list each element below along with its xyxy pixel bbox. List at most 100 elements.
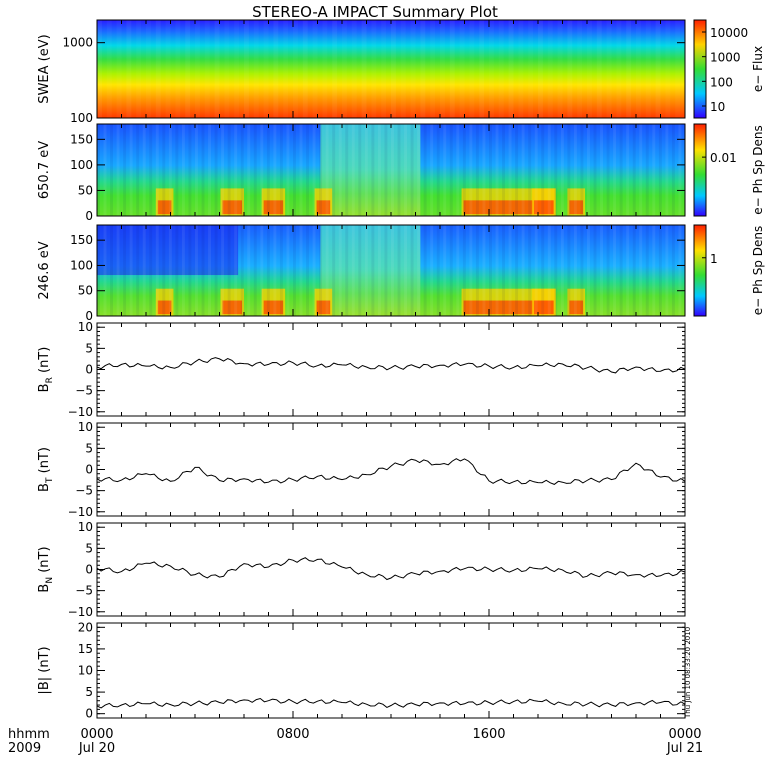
- swea-streak: [391, 20, 396, 118]
- panel-frame: [96, 322, 686, 417]
- series-line-5: [96, 557, 686, 581]
- date-tick-label: Jul 20: [78, 741, 115, 756]
- pad-streak: [136, 225, 140, 316]
- y-tick-label: 5: [85, 685, 93, 699]
- swea-streak: [607, 20, 612, 118]
- pad-streak: [377, 124, 381, 216]
- pad-streak: [417, 225, 421, 316]
- pad-streak: [502, 124, 506, 216]
- pad-streak: [554, 225, 558, 316]
- pad-streak: [475, 225, 479, 316]
- y-axis-label: 246.6 eV: [37, 241, 52, 299]
- pad-streak: [573, 225, 577, 316]
- pad-streak: [286, 124, 290, 216]
- pad-streak: [593, 225, 597, 316]
- pad-streak: [671, 124, 675, 216]
- pad-streak: [391, 225, 394, 316]
- y-tick-label: −5: [75, 584, 93, 598]
- pad-streak: [123, 124, 127, 216]
- y-axis-label: |B| (nT): [37, 646, 52, 694]
- y-axis-label: 650.7 eV: [37, 141, 52, 199]
- pad-streak: [475, 124, 479, 216]
- pad-streak: [391, 124, 394, 216]
- series-line-3: [96, 357, 686, 374]
- pad-streak: [632, 225, 636, 316]
- pad-streak: [129, 225, 133, 316]
- swea-streak: [107, 20, 112, 118]
- pad-streak: [600, 124, 604, 216]
- swea-streak: [166, 20, 171, 118]
- colorbar-1: [693, 19, 707, 119]
- pad-streak: [175, 225, 179, 316]
- swea-streak: [224, 20, 229, 118]
- y-axis-label: BT (nT): [37, 447, 55, 492]
- y-tick-label: 0: [85, 309, 93, 323]
- swea-streak: [146, 20, 151, 118]
- time-tick-label: 1600: [472, 727, 505, 742]
- colorbar-tick-label: 10000: [710, 26, 748, 40]
- y-tick-label: 0: [85, 363, 93, 377]
- pad-peak: [569, 300, 584, 315]
- pad-peak: [534, 300, 554, 315]
- swea-streak: [342, 20, 347, 118]
- pad-peak: [569, 200, 584, 215]
- pad-streak: [116, 124, 120, 216]
- pad-streak: [364, 124, 368, 216]
- swea-streak: [636, 20, 641, 118]
- pad-streak: [534, 225, 538, 316]
- swea-streak: [508, 20, 514, 118]
- pad-streak: [234, 225, 238, 316]
- pad-streak: [279, 124, 283, 216]
- pad-peak: [222, 200, 242, 215]
- pad-streak: [423, 124, 427, 216]
- panel-7: 20 15 10 5 0 |B| (nT): [37, 620, 686, 721]
- pad-streak: [593, 124, 597, 216]
- pad-streak: [619, 124, 623, 216]
- pad-streak: [658, 225, 662, 316]
- pad-peak: [263, 300, 284, 315]
- y-tick-label: 5: [85, 341, 93, 355]
- pad-streak: [208, 225, 212, 316]
- swea-streak: [273, 20, 279, 118]
- pad-streak: [495, 124, 499, 216]
- pad-streak: [645, 124, 649, 216]
- series-line-6: [96, 697, 686, 709]
- swea-streak: [449, 20, 455, 118]
- pad-streak: [580, 124, 584, 216]
- pad-streak: [345, 124, 349, 216]
- pad-streak: [469, 124, 473, 216]
- swea-streak: [205, 20, 210, 118]
- pad-streak: [273, 225, 277, 316]
- y-axis-label: BN (nT): [37, 546, 55, 592]
- pad-streak: [142, 124, 146, 216]
- pad-streak: [547, 225, 551, 316]
- pad-streak: [181, 124, 185, 216]
- pad-streak: [279, 225, 283, 316]
- y-tick-label: 10: [78, 664, 93, 678]
- pad-peak: [157, 200, 172, 215]
- y-tick-label: 20: [78, 620, 93, 634]
- time-tick-label: 0000: [80, 727, 113, 742]
- pad-streak: [658, 124, 662, 216]
- pad-streak: [547, 124, 551, 216]
- pad-streak: [162, 124, 166, 216]
- pad-streak: [273, 124, 277, 216]
- pad-streak: [195, 225, 198, 316]
- pad-streak: [377, 225, 381, 316]
- pad-streak: [410, 124, 414, 216]
- pad-streak: [221, 124, 225, 216]
- pad-streak: [528, 225, 532, 316]
- colorbar-2: [693, 123, 707, 217]
- pad-streak: [521, 225, 525, 316]
- date-tick-label: Jul 21: [666, 741, 703, 756]
- pad-streak: [443, 124, 447, 216]
- swea-streak: [126, 20, 132, 118]
- pad-streak: [495, 225, 499, 316]
- colorbar-tick-label: 1: [710, 252, 718, 266]
- pad-streak: [469, 225, 473, 316]
- pad-streak: [528, 124, 532, 216]
- pad-streak: [456, 124, 460, 216]
- pad-streak: [260, 225, 264, 316]
- swea-streak: [293, 20, 298, 118]
